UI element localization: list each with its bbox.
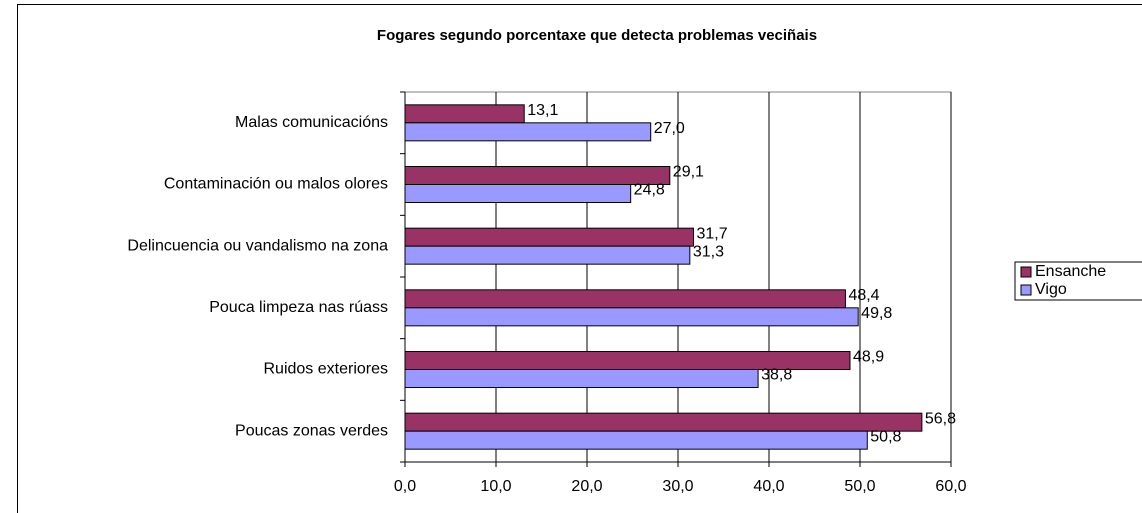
bar bbox=[404, 369, 759, 388]
bar bbox=[404, 184, 632, 203]
chart-title: Fogares segundo porcentaxe que detecta p… bbox=[377, 27, 817, 44]
legend-swatch bbox=[1020, 284, 1032, 296]
value-label: 48,9 bbox=[853, 349, 884, 366]
bar bbox=[404, 104, 525, 124]
bar bbox=[404, 122, 652, 142]
value-label: 27,0 bbox=[654, 120, 685, 137]
x-tick-label: 10,0 bbox=[480, 478, 511, 495]
x-tick-label: 50,0 bbox=[844, 478, 875, 495]
legend-swatch bbox=[1020, 266, 1032, 278]
value-label: 31,3 bbox=[693, 243, 724, 260]
y-tick-label: Contaminación ou malos olores bbox=[164, 176, 388, 193]
legend-label: Vigo bbox=[1035, 281, 1067, 298]
x-tick-label: 20,0 bbox=[571, 478, 602, 495]
value-label: 29,1 bbox=[673, 164, 704, 181]
value-label: 49,8 bbox=[861, 305, 892, 322]
y-tick-label: Malas comunicacións bbox=[235, 114, 388, 131]
value-label: 48,4 bbox=[848, 287, 879, 304]
bar bbox=[404, 245, 691, 265]
bar bbox=[404, 289, 846, 309]
x-tick-label: 40,0 bbox=[753, 478, 784, 495]
bar bbox=[404, 166, 671, 185]
legend-label: Ensanche bbox=[1035, 263, 1106, 280]
x-tick-label: 0,0 bbox=[394, 478, 416, 495]
bar bbox=[404, 227, 694, 247]
x-tick-label: 30,0 bbox=[662, 478, 693, 495]
value-label: 31,7 bbox=[696, 225, 727, 242]
bar bbox=[404, 307, 859, 327]
y-tick-label: Poucas zonas verdes bbox=[235, 422, 388, 439]
legend-box bbox=[1014, 261, 1142, 301]
y-tick-label: Ruidos exteriores bbox=[264, 361, 389, 378]
x-tick-label: 60,0 bbox=[935, 478, 966, 495]
bar bbox=[404, 412, 923, 432]
y-tick-label: Delincuencia ou vandalismo na zona bbox=[127, 237, 388, 254]
value-label: 56,8 bbox=[925, 410, 956, 427]
value-label: 24,8 bbox=[634, 182, 665, 199]
bar bbox=[404, 430, 868, 450]
value-label: 13,1 bbox=[527, 102, 558, 119]
y-tick-label: Pouca limpeza nas rúass bbox=[209, 299, 388, 316]
value-label: 50,8 bbox=[870, 428, 901, 445]
value-label: 38,8 bbox=[761, 367, 792, 384]
